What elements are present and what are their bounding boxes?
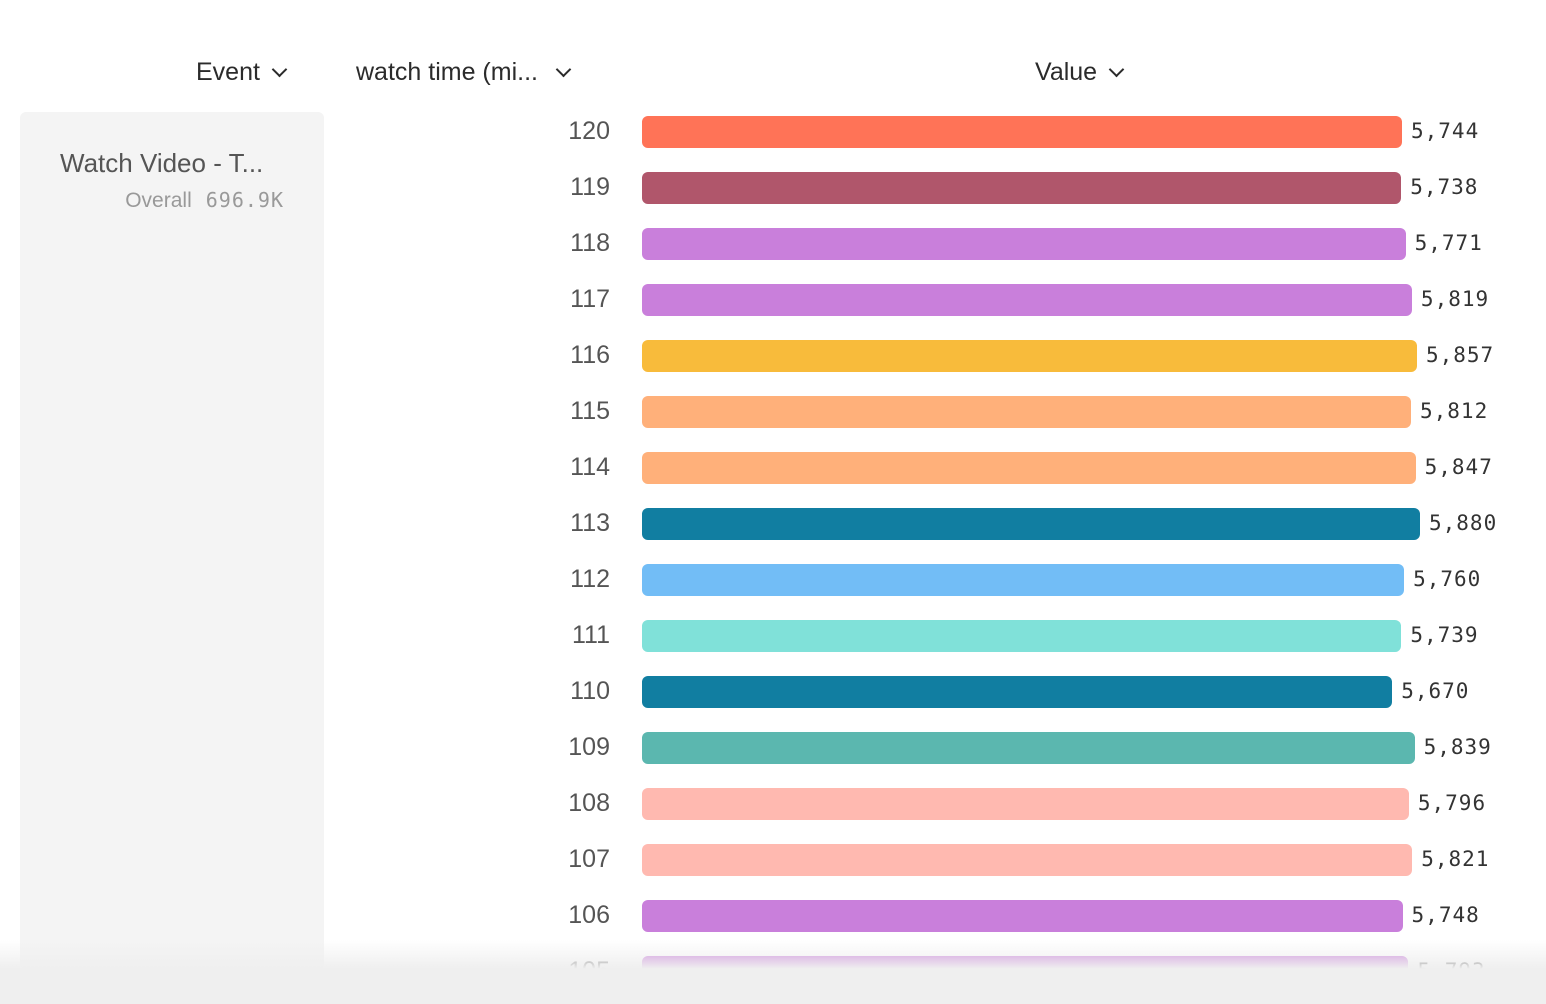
- watch-time-header-label: watch time (mi...: [356, 58, 538, 86]
- value-label: 5,839: [1423, 735, 1492, 759]
- category-label: 115: [570, 397, 610, 425]
- value-label: 5,819: [1420, 287, 1490, 311]
- bar-112[interactable]: [642, 564, 1405, 596]
- value-column-header[interactable]: Value: [1035, 58, 1125, 87]
- value-label: 5,796: [1417, 791, 1487, 815]
- bar-114[interactable]: [642, 452, 1416, 484]
- value-header-label: Value: [1035, 58, 1098, 86]
- event-panel[interactable]: Watch Video - T... Overall 696.9K: [20, 112, 324, 970]
- overall-label: Overall: [125, 189, 192, 212]
- value-label: 5,748: [1411, 903, 1480, 927]
- category-label: 107: [568, 845, 610, 873]
- bar-119[interactable]: [642, 172, 1402, 204]
- value-label: 5,760: [1413, 567, 1482, 591]
- value-label: 5,821: [1421, 847, 1490, 871]
- bar-118[interactable]: [642, 228, 1406, 260]
- event-name: Watch Video - T...: [60, 148, 264, 178]
- event-overall: Overall 696.9K: [125, 188, 284, 213]
- value-label: 5,744: [1411, 119, 1480, 143]
- value-label: 5,847: [1424, 455, 1493, 479]
- category-label: 106: [568, 901, 610, 929]
- bar-106[interactable]: [642, 900, 1403, 932]
- category-label: 111: [571, 621, 610, 649]
- watch-time-column-header[interactable]: watch time (mi...: [356, 58, 572, 87]
- bar-113[interactable]: [642, 508, 1420, 540]
- category-label: 108: [568, 789, 610, 817]
- value-label: 5,857: [1425, 343, 1495, 367]
- event-column-header[interactable]: Event: [196, 58, 288, 87]
- category-label: 113: [570, 509, 610, 537]
- event-header-label: Event: [196, 58, 260, 86]
- category-label: 117: [570, 285, 610, 313]
- category-label: 118: [570, 229, 610, 257]
- bar-109[interactable]: [642, 732, 1415, 764]
- bottom-fade: [0, 940, 1546, 1004]
- value-label: 5,670: [1401, 679, 1470, 703]
- category-label: 110: [570, 677, 610, 705]
- value-label: 5,880: [1429, 511, 1498, 535]
- category-label: 109: [568, 733, 610, 761]
- bar-107[interactable]: [642, 844, 1413, 876]
- value-label: 5,812: [1420, 399, 1489, 423]
- bar-111[interactable]: [642, 620, 1402, 652]
- category-label: 120: [568, 117, 610, 145]
- bar-108[interactable]: [642, 788, 1409, 820]
- overall-value: 696.9K: [205, 188, 284, 212]
- category-label: 112: [570, 565, 610, 593]
- bar-110[interactable]: [642, 676, 1393, 708]
- value-label: 5,771: [1414, 231, 1483, 255]
- category-label: 114: [570, 453, 610, 481]
- category-label: 119: [570, 173, 610, 201]
- bar-115[interactable]: [642, 396, 1411, 428]
- category-label: 116: [570, 341, 610, 369]
- value-label: 5,739: [1410, 623, 1479, 647]
- bar-117[interactable]: [642, 284, 1412, 316]
- value-label: 5,738: [1410, 175, 1479, 199]
- bar-116[interactable]: [642, 340, 1417, 372]
- bar-120[interactable]: [642, 116, 1402, 148]
